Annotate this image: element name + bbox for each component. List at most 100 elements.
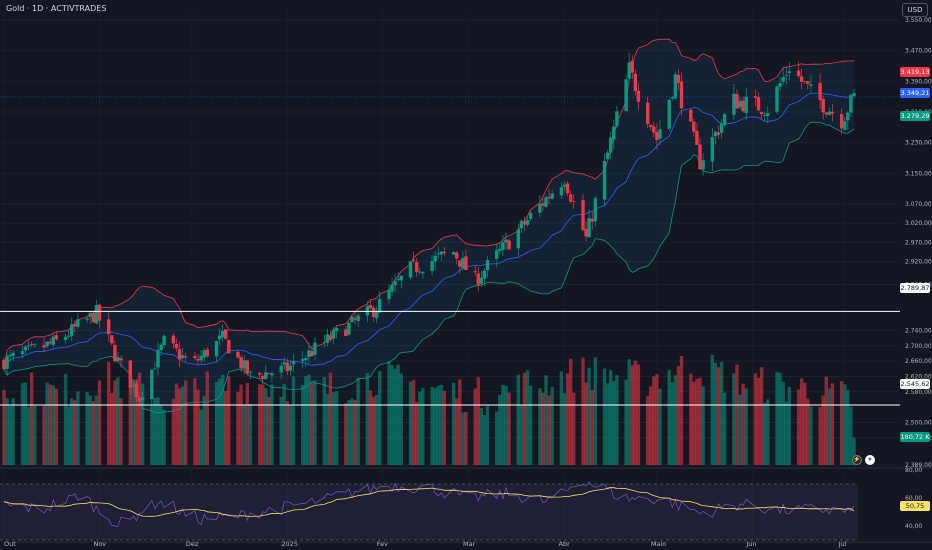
candlestick[interactable] xyxy=(171,332,176,349)
candlestick[interactable] xyxy=(636,83,641,111)
candlestick[interactable] xyxy=(368,300,373,310)
candlestick[interactable] xyxy=(458,260,462,274)
candlestick[interactable] xyxy=(26,340,31,351)
candlestick[interactable] xyxy=(257,371,262,380)
candlestick[interactable] xyxy=(2,357,6,371)
candlestick[interactable] xyxy=(722,112,727,127)
candlestick[interactable] xyxy=(285,358,289,376)
candlestick[interactable] xyxy=(156,341,160,375)
candlestick[interactable] xyxy=(655,123,659,150)
candlestick[interactable] xyxy=(313,337,317,361)
candlestick[interactable] xyxy=(464,249,468,271)
candlestick[interactable] xyxy=(301,351,305,369)
candlestick[interactable] xyxy=(565,180,570,197)
candlestick[interactable] xyxy=(162,333,166,349)
candlestick[interactable] xyxy=(501,234,505,256)
candlestick[interactable] xyxy=(710,128,714,172)
candlestick[interactable] xyxy=(374,306,379,324)
candlestick[interactable] xyxy=(498,242,502,254)
candlestick[interactable] xyxy=(849,93,853,117)
candlestick[interactable] xyxy=(624,74,628,112)
candlestick[interactable] xyxy=(778,77,782,91)
candlestick[interactable] xyxy=(649,124,653,131)
candlestick[interactable] xyxy=(818,73,822,109)
candlestick[interactable] xyxy=(516,223,520,256)
candlestick[interactable] xyxy=(587,209,591,238)
candlestick[interactable] xyxy=(245,360,249,376)
candlestick[interactable] xyxy=(436,247,440,260)
candlestick[interactable] xyxy=(846,110,850,130)
candlestick[interactable] xyxy=(544,195,548,208)
candlestick[interactable] xyxy=(689,108,693,122)
candlestick[interactable] xyxy=(439,251,443,261)
candlestick[interactable] xyxy=(809,74,813,93)
candlestick[interactable] xyxy=(45,341,49,349)
candlestick[interactable] xyxy=(784,67,788,85)
candlestick[interactable] xyxy=(627,52,631,82)
candlestick[interactable] xyxy=(11,349,15,362)
candlestick[interactable] xyxy=(51,333,55,348)
candlestick[interactable] xyxy=(387,283,391,305)
candlestick[interactable] xyxy=(550,189,554,200)
candlestick[interactable] xyxy=(615,105,619,128)
candlestick[interactable] xyxy=(605,149,610,160)
flag-icon[interactable]: ★ xyxy=(865,455,875,465)
candlestick[interactable] xyxy=(744,87,748,121)
candlestick[interactable] xyxy=(270,371,274,383)
candlestick[interactable] xyxy=(353,311,357,325)
candlestick[interactable] xyxy=(236,350,240,359)
candlestick[interactable] xyxy=(113,340,117,363)
candlestick[interactable] xyxy=(196,353,200,365)
candlestick[interactable] xyxy=(522,216,527,232)
symbol-title[interactable]: Gold · 1D · ACTIVTRADES xyxy=(6,4,107,13)
candlestick[interactable] xyxy=(8,349,12,362)
candlestick[interactable] xyxy=(393,273,397,292)
candlestick[interactable] xyxy=(658,119,662,146)
candlestick[interactable] xyxy=(331,326,336,345)
candlestick[interactable] xyxy=(759,111,764,120)
candlestick[interactable] xyxy=(630,54,634,79)
candlestick[interactable] xyxy=(732,84,736,121)
candlestick[interactable] xyxy=(371,305,376,322)
candlestick[interactable] xyxy=(775,84,779,115)
candlestick[interactable] xyxy=(205,347,209,359)
candlestick[interactable] xyxy=(150,368,154,407)
candlestick[interactable] xyxy=(307,342,311,364)
candlestick[interactable] xyxy=(716,125,721,139)
candlestick[interactable] xyxy=(378,291,382,313)
candlestick[interactable] xyxy=(242,354,246,375)
candlestick[interactable] xyxy=(667,99,671,132)
candlestick[interactable] xyxy=(23,345,28,355)
candlestick[interactable] xyxy=(584,221,588,242)
candlestick[interactable] xyxy=(735,88,739,109)
candlestick[interactable] xyxy=(852,88,856,100)
candlestick[interactable] xyxy=(602,153,607,206)
candlestick[interactable] xyxy=(91,311,95,323)
candlestick[interactable] xyxy=(347,321,351,337)
candlestick[interactable] xyxy=(476,267,480,292)
candlestick[interactable] xyxy=(528,210,533,222)
candlestick[interactable] xyxy=(824,111,828,118)
candlestick[interactable] xyxy=(70,317,74,342)
candlestick[interactable] xyxy=(344,326,348,337)
candlestick[interactable] xyxy=(411,251,416,263)
candlestick[interactable] xyxy=(504,232,508,250)
candlestick[interactable] xyxy=(830,103,835,122)
candlestick[interactable] xyxy=(507,238,511,250)
candlestick[interactable] xyxy=(310,344,314,357)
candlestick[interactable] xyxy=(159,342,163,356)
candlestick[interactable] xyxy=(840,108,844,135)
candlestick[interactable] xyxy=(482,268,487,287)
candlestick[interactable] xyxy=(177,341,182,368)
candlestick[interactable] xyxy=(479,270,483,287)
candlestick[interactable] xyxy=(590,211,594,230)
candlestick[interactable] xyxy=(741,96,745,113)
candlestick[interactable] xyxy=(76,313,80,329)
candlestick[interactable] xyxy=(390,277,394,296)
candlestick[interactable] xyxy=(415,258,419,277)
candlestick[interactable] xyxy=(485,255,490,278)
candlestick[interactable] xyxy=(264,364,268,380)
candlestick[interactable] xyxy=(214,340,219,363)
candlestick[interactable] xyxy=(803,81,807,85)
candlestick[interactable] xyxy=(673,71,678,100)
